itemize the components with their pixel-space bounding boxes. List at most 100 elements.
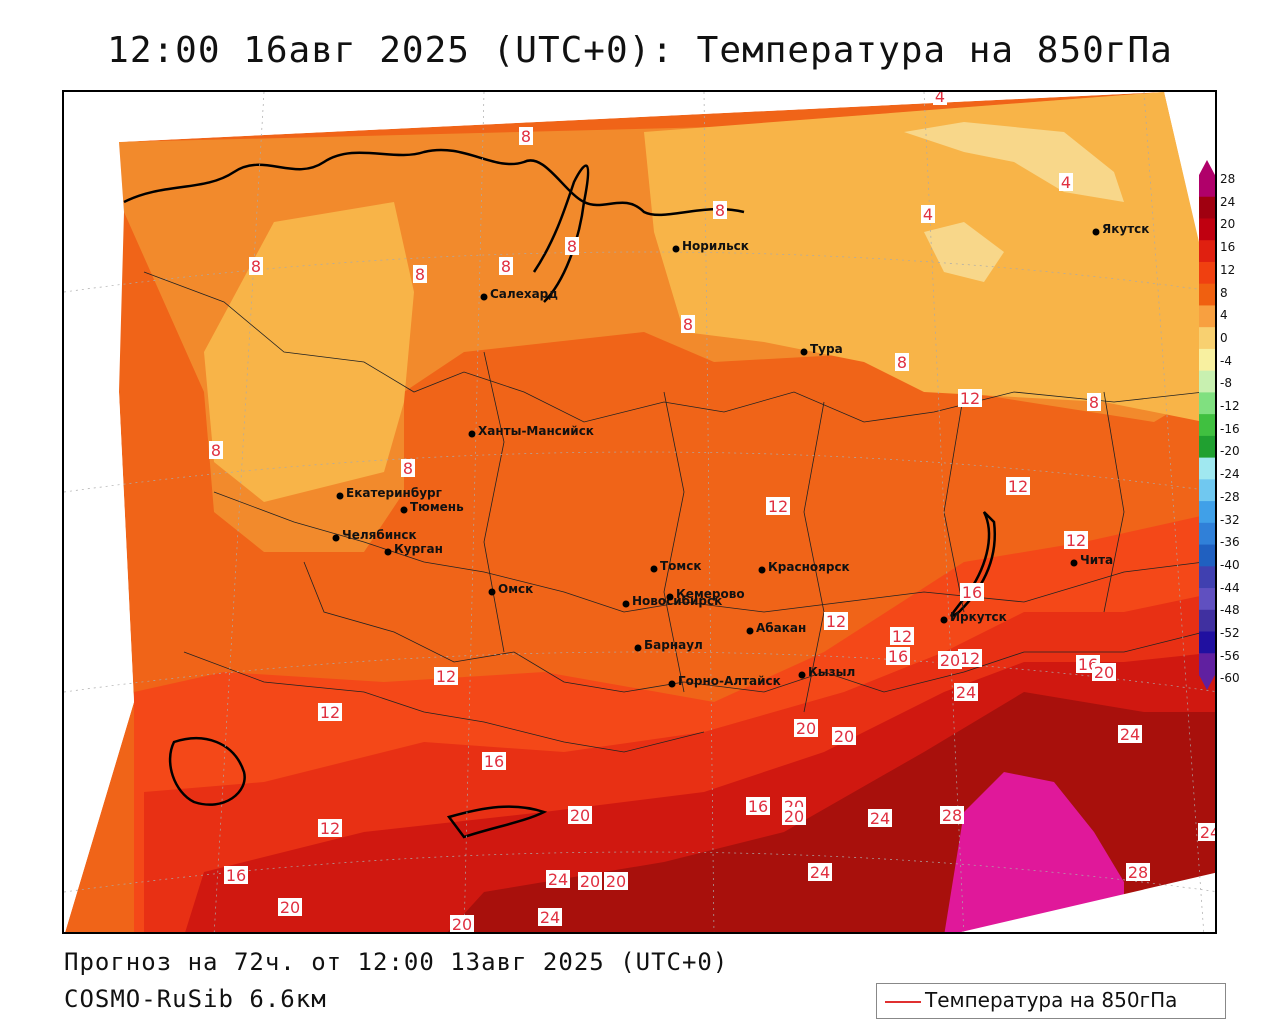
city-label: Барнаул bbox=[644, 638, 703, 652]
isotherm-label: 20 bbox=[278, 898, 302, 917]
svg-text:8: 8 bbox=[415, 265, 425, 284]
city-dot bbox=[1070, 559, 1078, 567]
city-label: Чита bbox=[1080, 553, 1113, 567]
city-dot bbox=[672, 245, 680, 253]
isotherm-label: 12 bbox=[890, 627, 914, 646]
isotherm-label: 28 bbox=[1126, 863, 1150, 882]
city-dot bbox=[634, 644, 642, 652]
isotherm-label: 16 bbox=[960, 583, 984, 602]
city-marker: Томск bbox=[650, 559, 702, 573]
colorbar-segment bbox=[1199, 414, 1215, 437]
isotherm-label: 8 bbox=[249, 257, 263, 276]
svg-text:4: 4 bbox=[1061, 173, 1071, 192]
city-label: Горно-Алтайск bbox=[678, 674, 781, 688]
colorbar-segment bbox=[1199, 175, 1215, 198]
colorbar-tick-label: 16 bbox=[1220, 240, 1236, 255]
city-label: Курган bbox=[394, 542, 443, 556]
svg-text:8: 8 bbox=[1089, 393, 1099, 412]
svg-text:24: 24 bbox=[540, 908, 560, 927]
colorbar-segment bbox=[1199, 501, 1215, 524]
city-dot bbox=[332, 534, 340, 542]
city-dot bbox=[798, 671, 806, 679]
city-marker: Омск bbox=[488, 582, 533, 596]
city-marker: Тура bbox=[800, 342, 843, 356]
isotherm-label: 20 bbox=[832, 727, 856, 746]
isotherm-label: 20 bbox=[450, 915, 474, 932]
city-marker: Кызыл bbox=[798, 665, 855, 679]
colorbar-tick-label: -48 bbox=[1220, 603, 1240, 618]
svg-text:16: 16 bbox=[962, 583, 982, 602]
coastline-north bbox=[123, 148, 745, 217]
city-marker: Челябинск bbox=[332, 528, 417, 542]
city-dot bbox=[666, 593, 674, 601]
isotherm-label: 12 bbox=[434, 667, 458, 686]
svg-text:24: 24 bbox=[956, 683, 976, 702]
isotherm-label: 12 bbox=[958, 649, 982, 668]
colorbar-tick-label: 4 bbox=[1220, 308, 1228, 323]
isotherm-label: 20 bbox=[938, 651, 962, 670]
isotherm-label: 16 bbox=[482, 752, 506, 771]
city-dot bbox=[384, 548, 392, 556]
legend-label: Температура на 850гПа bbox=[925, 988, 1178, 1012]
isotherm-label: 20 bbox=[568, 806, 592, 825]
balkhash-lake bbox=[446, 805, 548, 839]
coastlines bbox=[123, 148, 997, 839]
svg-text:16: 16 bbox=[226, 866, 246, 885]
city-marker: Барнаул bbox=[634, 638, 703, 652]
city-dot bbox=[668, 680, 676, 688]
svg-text:8: 8 bbox=[897, 353, 907, 372]
svg-text:20: 20 bbox=[834, 727, 854, 746]
city-marker: Тюмень bbox=[400, 500, 464, 514]
city-dot bbox=[746, 627, 754, 635]
city-label: Иркутск bbox=[950, 610, 1007, 624]
colorbar-tick-label: -56 bbox=[1220, 648, 1240, 663]
isotherm-label: 8 bbox=[1087, 393, 1101, 412]
map-svg: Якутск Норильск Салехард Тура Ханты-Мансийск… bbox=[64, 92, 1217, 932]
colorbar-tick-label: -20 bbox=[1220, 444, 1240, 459]
city-marker: Абакан bbox=[746, 621, 806, 635]
isotherm-label: 20 bbox=[782, 807, 806, 826]
colorbar-tick-label: 12 bbox=[1220, 262, 1236, 277]
colorbar-segment bbox=[1199, 218, 1215, 241]
isotherm-label: 20 bbox=[1092, 663, 1116, 682]
city-marker: Якутск bbox=[1092, 222, 1149, 236]
colorbar-tick-label: 20 bbox=[1220, 217, 1236, 232]
isotherm-label: 20 bbox=[578, 872, 602, 891]
city-label: Абакан bbox=[756, 621, 806, 635]
isotherm-label: 20 bbox=[604, 872, 628, 891]
svg-text:20: 20 bbox=[280, 898, 300, 917]
svg-text:8: 8 bbox=[683, 315, 693, 334]
isotherm-label: 24 bbox=[1198, 823, 1217, 842]
city-dot bbox=[800, 348, 808, 356]
svg-text:12: 12 bbox=[960, 649, 980, 668]
ob-gulf bbox=[532, 164, 590, 303]
colorbar-segment bbox=[1199, 522, 1215, 546]
isotherm-label: 28 bbox=[940, 806, 964, 825]
svg-text:12: 12 bbox=[892, 627, 912, 646]
colorbar-tick-label: -8 bbox=[1220, 376, 1232, 391]
isotherm-label: 12 bbox=[766, 497, 790, 516]
isotherm-label: 4 bbox=[1059, 173, 1073, 192]
band-28 bbox=[944, 772, 1124, 932]
svg-text:8: 8 bbox=[251, 257, 261, 276]
isotherm-label: 16 bbox=[746, 797, 770, 816]
isotherm-label: 8 bbox=[499, 257, 513, 276]
colorbar-segment bbox=[1199, 609, 1215, 633]
city-label: Омск bbox=[498, 582, 533, 596]
isotherm-label: 8 bbox=[681, 315, 695, 334]
colorbar-tick-label: -40 bbox=[1220, 557, 1240, 572]
svg-text:24: 24 bbox=[1200, 823, 1217, 842]
city-marker: Екатеринбург bbox=[336, 486, 442, 500]
isotherm-label: 8 bbox=[713, 201, 727, 220]
colorbar-tick-label: 0 bbox=[1220, 330, 1228, 345]
city-dot bbox=[488, 588, 496, 596]
cities: Якутск Норильск Салехард Тура Ханты-Мансийск… bbox=[332, 222, 1149, 688]
city-marker: Иркутск bbox=[940, 610, 1007, 624]
temperature-fill bbox=[64, 92, 1215, 932]
isotherm-label: 12 bbox=[1064, 531, 1088, 550]
page-title: 12:00 16авг 2025 (UTC+0): Температура на… bbox=[107, 30, 1173, 71]
legend: Температура на 850гПа bbox=[876, 983, 1226, 1019]
colorbar-segment bbox=[1199, 457, 1215, 480]
city-marker: Салехард bbox=[480, 287, 558, 301]
colorbar-tick-label: -24 bbox=[1220, 467, 1240, 482]
